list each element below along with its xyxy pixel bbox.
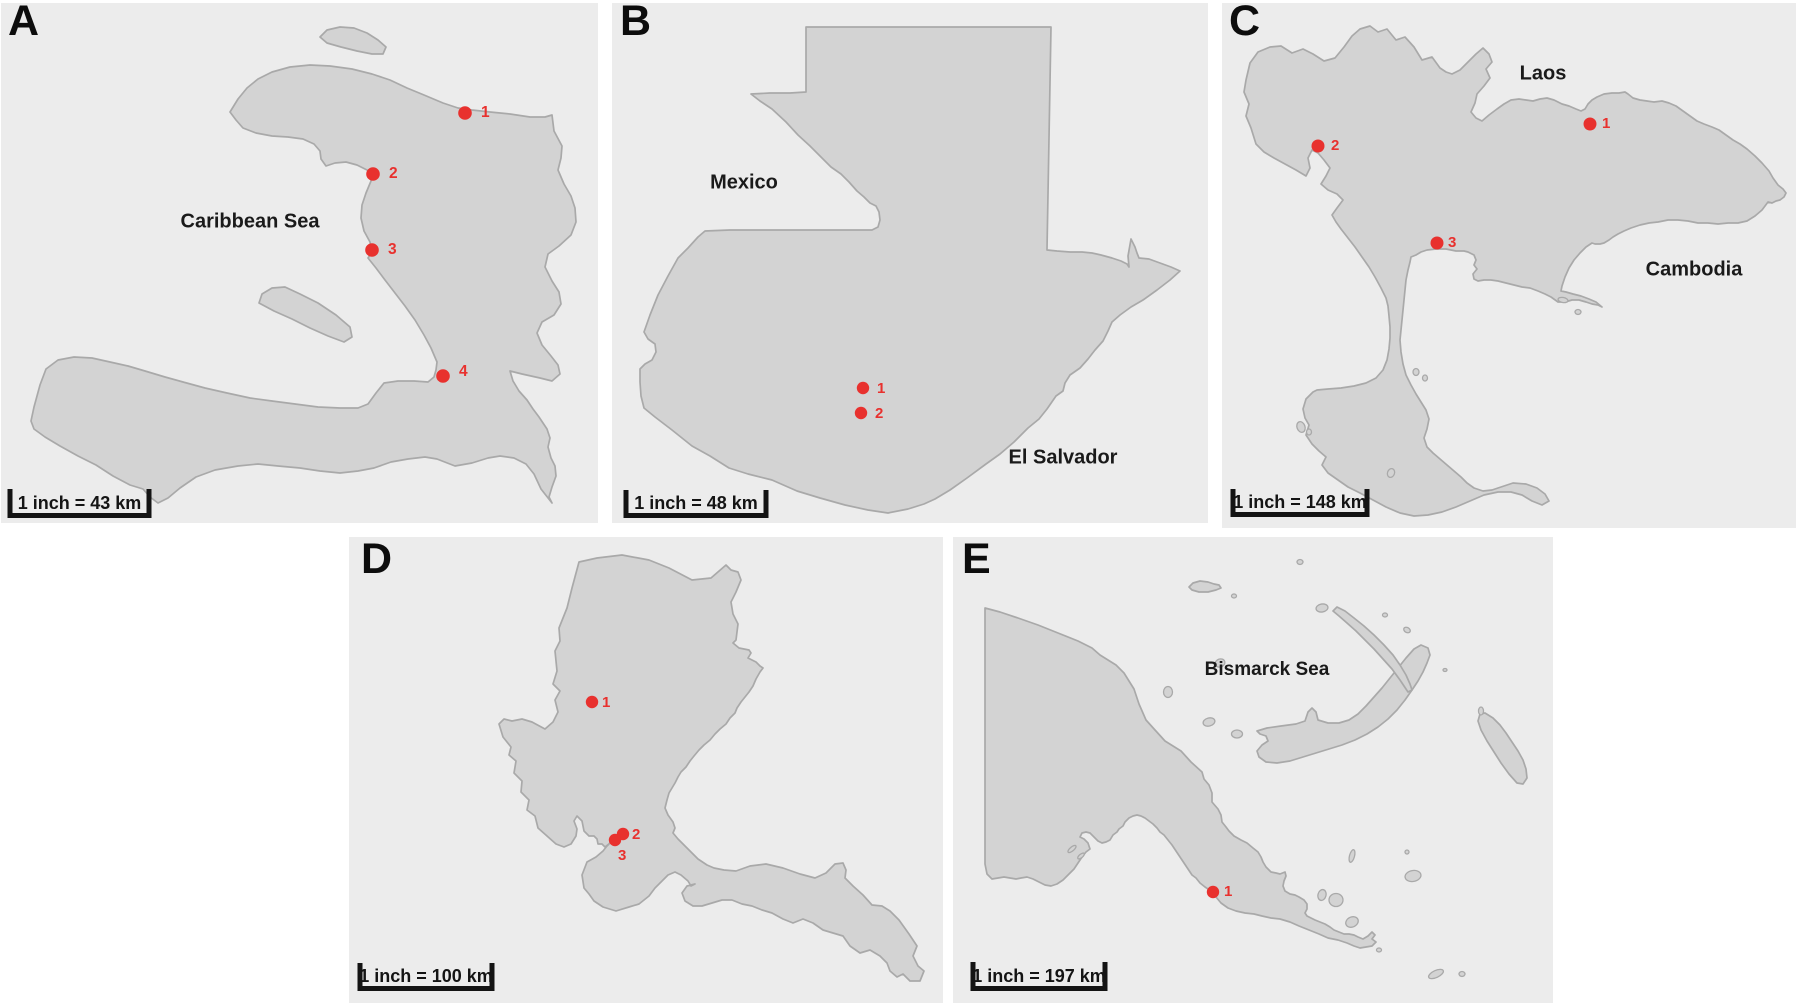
svg-text:3: 3: [618, 847, 626, 864]
svg-text:Caribbean Sea: Caribbean Sea: [181, 210, 321, 232]
svg-text:1 inch = 148 km: 1 inch = 148 km: [1233, 492, 1367, 512]
svg-text:1 inch = 100 km: 1 inch = 100 km: [359, 966, 493, 986]
svg-text:1 inch = 43 km: 1 inch = 43 km: [18, 493, 142, 513]
svg-text:3: 3: [1448, 234, 1456, 251]
svg-text:1: 1: [877, 380, 885, 397]
svg-text:Laos: Laos: [1520, 62, 1567, 84]
svg-text:1: 1: [481, 104, 490, 121]
svg-text:1: 1: [602, 694, 610, 711]
svg-text:Cambodia: Cambodia: [1646, 258, 1744, 280]
svg-text:3: 3: [388, 241, 397, 258]
svg-text:Mexico: Mexico: [710, 171, 778, 193]
svg-text:El Salvador: El Salvador: [1009, 446, 1118, 468]
svg-text:1 inch = 197 km: 1 inch = 197 km: [972, 966, 1106, 986]
svg-text:1: 1: [1602, 115, 1610, 132]
svg-text:4: 4: [459, 363, 468, 380]
svg-text:1 inch = 48 km: 1 inch = 48 km: [634, 493, 758, 513]
svg-text:2: 2: [632, 826, 640, 843]
svg-text:Bismarck Sea: Bismarck Sea: [1205, 659, 1330, 680]
svg-text:2: 2: [1331, 137, 1339, 154]
svg-text:1: 1: [1224, 883, 1232, 900]
svg-text:2: 2: [875, 405, 883, 422]
svg-text:2: 2: [389, 165, 398, 182]
